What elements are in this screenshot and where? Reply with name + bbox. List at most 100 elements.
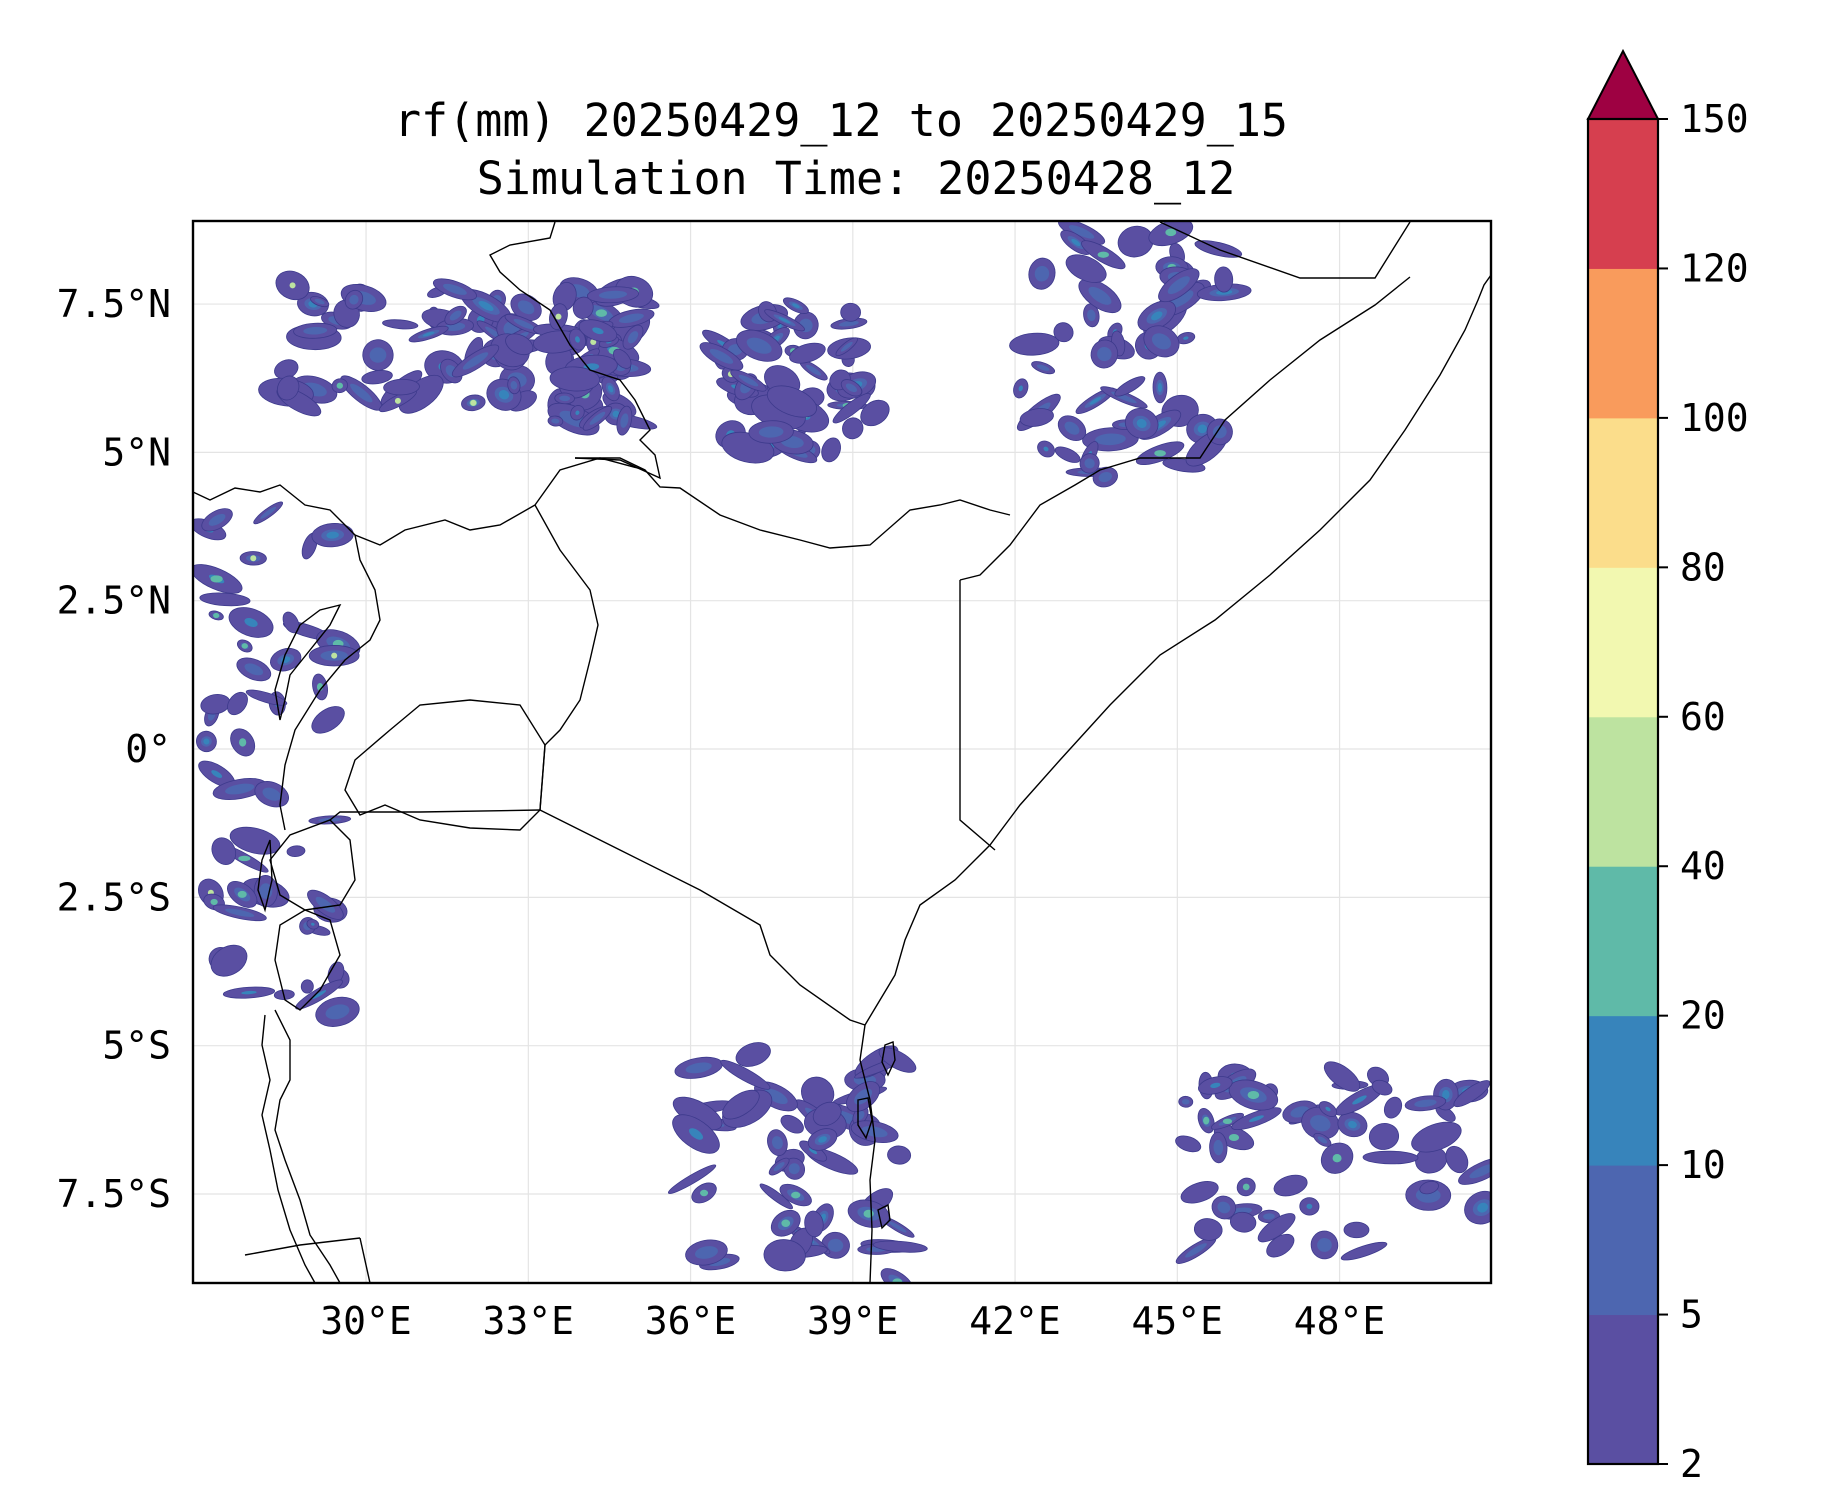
rain-cell-10mm	[592, 327, 604, 335]
rain-cell-5mm	[758, 426, 784, 438]
lat-tick-label: 2.5°N	[57, 579, 171, 623]
rain-cell-40mm	[470, 399, 477, 406]
colorbar-tick-label: 40	[1680, 844, 1726, 888]
rain-cell-20mm	[781, 1219, 791, 1227]
rain-cell	[735, 1042, 771, 1067]
rain-cell	[1065, 254, 1107, 283]
rain-cell-5mm	[517, 300, 535, 315]
lon-tick-label: 45°E	[1132, 1299, 1224, 1343]
rain-cell	[842, 417, 864, 440]
rain-cell	[722, 1089, 760, 1120]
rain-cell-5mm	[771, 1136, 783, 1150]
rain-cell-5mm	[1095, 433, 1126, 446]
colorbar-segment	[1588, 716, 1658, 867]
rain-cell-10mm	[241, 990, 257, 995]
rain-cell-5mm	[244, 663, 264, 676]
rain-cell-5mm	[510, 381, 518, 390]
colorbar-tick-label: 80	[1680, 545, 1726, 589]
rain-cell-5mm	[349, 383, 373, 403]
chart-title-line1: rf(mm) 20250429_12 to 20250429_15	[394, 94, 1288, 147]
rain-cell-10mm	[778, 317, 791, 324]
rain-cell-10mm	[1348, 1120, 1357, 1129]
border-uganda-south-sudan	[193, 484, 536, 546]
rain-cell	[860, 399, 890, 427]
rain-cell-5mm	[1088, 286, 1112, 305]
rain-cell-10mm	[1043, 446, 1049, 452]
rain-cell-10mm	[498, 390, 510, 400]
rain-cell	[766, 385, 818, 418]
rain-cell-5mm	[685, 1062, 712, 1074]
rain-cell-5mm	[773, 1162, 785, 1172]
border-malawi	[359, 1237, 371, 1283]
colorbar-tick-label: 100	[1680, 396, 1749, 440]
rain-cell-20mm	[1228, 1133, 1240, 1141]
rain-cell-5mm	[349, 294, 359, 305]
rain-cell-10mm	[809, 1148, 818, 1155]
border-south-sudan-kenya	[534, 457, 646, 506]
border-kenya-tanzania	[539, 809, 866, 1026]
rain-cell	[763, 1239, 806, 1272]
rain-cell	[1214, 266, 1234, 293]
rain-cell-5mm	[1036, 364, 1050, 371]
lon-tick-label: 30°E	[320, 1299, 412, 1343]
rain-cell-5mm	[513, 318, 535, 330]
rain-cell	[1175, 1135, 1202, 1153]
rain-cell-40mm	[331, 652, 338, 659]
colorbar-tick-label: 2	[1680, 1442, 1703, 1486]
lon-tick-label: 33°E	[483, 1299, 575, 1343]
rain-cell	[720, 1059, 771, 1090]
rain-cell-10mm	[1442, 1089, 1450, 1100]
rain-cell	[361, 369, 393, 385]
rain-cell-5mm	[1310, 1115, 1331, 1132]
rainfall-contours	[193, 221, 1491, 1283]
rain-cell-10mm	[1151, 311, 1163, 321]
rain-cell-20mm	[213, 612, 220, 619]
island-mafia	[877, 1203, 891, 1230]
rain-cell-5mm	[260, 506, 277, 519]
rain-cell-5mm	[746, 337, 772, 354]
rain-cell	[840, 302, 861, 322]
rain-cell	[199, 592, 251, 607]
island-zanzibar	[857, 1097, 873, 1140]
rain-cell-20mm	[238, 855, 251, 862]
rain-cell-10mm	[1249, 1115, 1264, 1122]
rain-cell	[300, 979, 314, 994]
rain-cell-5mm	[620, 413, 629, 428]
rain-cell	[383, 378, 420, 396]
rain-cell	[1445, 1145, 1469, 1174]
colorbar-tick-label: 150	[1680, 97, 1749, 141]
rain-cell-5mm	[1084, 458, 1095, 469]
rain-cell	[1054, 446, 1081, 463]
rain-cell-5mm	[764, 1088, 788, 1105]
colorbar-tick-label: 60	[1680, 695, 1726, 739]
rain-cell-10mm	[326, 531, 339, 539]
coastline	[859, 274, 1491, 1283]
rain-cell	[1019, 408, 1054, 427]
rain-cell-5mm	[1317, 1237, 1332, 1252]
rain-cell	[276, 375, 300, 401]
rain-cell-10mm	[312, 990, 327, 999]
rain-cell	[549, 366, 600, 392]
rain-cell-10mm	[1018, 385, 1023, 392]
lat-tick-label: 7.5°S	[57, 1172, 171, 1216]
rain-cell	[382, 319, 419, 330]
lon-tick-label: 48°E	[1294, 1299, 1386, 1343]
rain-cell-10mm	[1306, 1203, 1313, 1209]
rain-cell-5mm	[1151, 333, 1172, 350]
border-uganda-kenya	[534, 504, 599, 811]
rain-cell-5mm	[315, 896, 336, 913]
lake-victoria	[344, 699, 546, 831]
country-borders	[193, 221, 1491, 1283]
rain-cell-10mm	[1352, 1095, 1367, 1105]
rain-cell-10mm	[1089, 396, 1102, 405]
rain-cell-10mm	[612, 410, 620, 418]
rain-cell-5mm	[738, 374, 759, 387]
rain-cell	[286, 845, 306, 857]
rain-cell	[832, 393, 871, 424]
rain-cell	[1343, 1221, 1370, 1239]
rain-cell	[572, 296, 594, 319]
rain-cell	[210, 944, 248, 977]
rain-cell-10mm	[575, 336, 580, 343]
colorbar-tick-label: 10	[1680, 1143, 1726, 1187]
